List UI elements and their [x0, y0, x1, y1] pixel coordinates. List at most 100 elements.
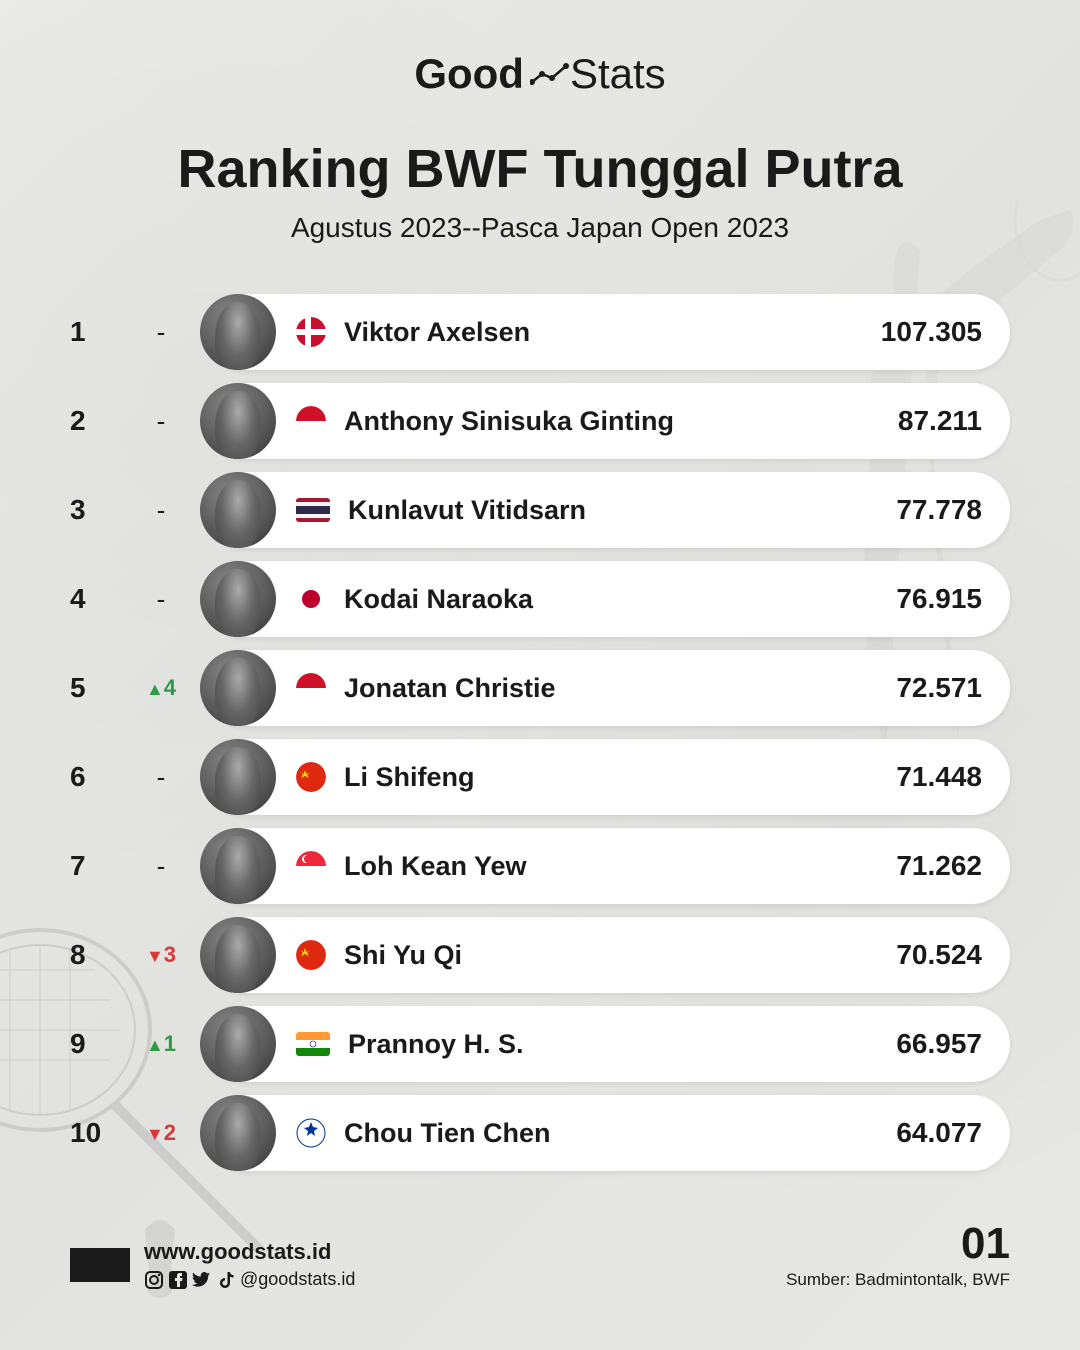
rank-number: 5 [70, 672, 114, 704]
ranking-row: 6 - Li Shifeng71.448 [70, 739, 1010, 815]
player-name: Kodai Naraoka [344, 584, 896, 615]
player-avatar [200, 294, 276, 370]
change-none-icon: - [157, 495, 166, 526]
rank-number: 6 [70, 761, 114, 793]
player-points: 76.915 [896, 583, 982, 615]
change-none-icon: - [157, 584, 166, 615]
rank-change: - [126, 406, 196, 437]
page-title: Ranking BWF Tunggal Putra [70, 138, 1010, 200]
player-points: 107.305 [881, 316, 982, 348]
player-points: 64.077 [896, 1117, 982, 1149]
player-name: Kunlavut Vitidsarn [348, 495, 896, 526]
rank-change: - [126, 317, 196, 348]
country-flag-icon [296, 673, 326, 703]
player-avatar [200, 1095, 276, 1171]
player-pill: Prannoy H. S.66.957 [208, 1006, 1010, 1082]
country-flag-icon [296, 762, 326, 792]
change-none-icon: - [157, 851, 166, 882]
rank-number: 2 [70, 405, 114, 437]
player-avatar [200, 650, 276, 726]
player-avatar [200, 383, 276, 459]
player-pill: Jonatan Christie72.571 [208, 650, 1010, 726]
player-avatar [200, 739, 276, 815]
rank-number: 7 [70, 850, 114, 882]
rank-change: ▲4 [126, 675, 196, 701]
player-name: Anthony Sinisuka Ginting [344, 406, 898, 437]
player-points: 70.524 [896, 939, 982, 971]
rank-number: 10 [70, 1117, 114, 1149]
country-flag-icon [296, 851, 326, 881]
player-points: 87.211 [898, 405, 982, 437]
logo-bold-text: Good [414, 50, 524, 98]
player-name: Jonatan Christie [344, 673, 896, 704]
player-name: Viktor Axelsen [344, 317, 881, 348]
rank-number: 3 [70, 494, 114, 526]
rank-change: - [126, 762, 196, 793]
country-flag-icon [296, 498, 330, 522]
footer-brand-block [70, 1248, 130, 1282]
rank-change: ▼3 [126, 942, 196, 968]
logo-normal-text: Stats [570, 50, 666, 98]
player-points: 72.571 [896, 672, 982, 704]
footer: www.goodstats.id @goodstats.id 01 Sumber… [70, 1222, 1010, 1290]
player-name: Chou Tien Chen [344, 1118, 896, 1149]
player-avatar [200, 561, 276, 637]
rank-change: ▲1 [126, 1031, 196, 1057]
rank-change: - [126, 495, 196, 526]
country-flag-icon [296, 1032, 330, 1056]
change-none-icon: - [157, 406, 166, 437]
rank-number: 1 [70, 316, 114, 348]
country-flag-icon [296, 406, 326, 436]
player-name: Prannoy H. S. [348, 1029, 896, 1060]
rank-change: ▼2 [126, 1120, 196, 1146]
player-avatar [200, 828, 276, 904]
footer-social: @goodstats.id [144, 1269, 355, 1290]
logo-chart-icon [530, 62, 570, 86]
player-avatar [200, 917, 276, 993]
player-points: 77.778 [896, 494, 982, 526]
player-points: 71.448 [896, 761, 982, 793]
source-text: Sumber: Badmintontalk, BWF [786, 1270, 1010, 1290]
ranking-row: 2 - Anthony Sinisuka Ginting87.211 [70, 383, 1010, 459]
player-avatar [200, 1006, 276, 1082]
ranking-row: 8▼3Shi Yu Qi70.524 [70, 917, 1010, 993]
change-none-icon: - [157, 317, 166, 348]
country-flag-icon [296, 317, 326, 347]
tiktok-icon [216, 1270, 236, 1290]
rank-change: - [126, 851, 196, 882]
rank-number: 4 [70, 583, 114, 615]
player-name: Shi Yu Qi [344, 940, 896, 971]
player-avatar [200, 472, 276, 548]
player-pill: Loh Kean Yew71.262 [208, 828, 1010, 904]
player-pill: Anthony Sinisuka Ginting87.211 [208, 383, 1010, 459]
country-flag-icon [296, 940, 326, 970]
country-flag-icon [296, 584, 326, 614]
rank-number: 9 [70, 1028, 114, 1060]
footer-url: www.goodstats.id [144, 1239, 355, 1265]
footer-handle: @goodstats.id [240, 1269, 355, 1290]
player-pill: Chou Tien Chen64.077 [208, 1095, 1010, 1171]
player-name: Loh Kean Yew [344, 851, 896, 882]
ranking-row: 7 - Loh Kean Yew71.262 [70, 828, 1010, 904]
player-points: 66.957 [896, 1028, 982, 1060]
change-up-icon: ▲4 [146, 675, 176, 701]
change-none-icon: - [157, 762, 166, 793]
facebook-icon [168, 1270, 188, 1290]
country-flag-icon [296, 1118, 326, 1148]
ranking-row: 3 - Kunlavut Vitidsarn77.778 [70, 472, 1010, 548]
rank-change: - [126, 584, 196, 615]
ranking-row: 1 - Viktor Axelsen107.305 [70, 294, 1010, 370]
player-points: 71.262 [896, 850, 982, 882]
change-up-icon: ▲1 [146, 1031, 176, 1057]
player-pill: Shi Yu Qi70.524 [208, 917, 1010, 993]
player-pill: Li Shifeng71.448 [208, 739, 1010, 815]
page-number: 01 [786, 1222, 1010, 1266]
player-pill: Kodai Naraoka76.915 [208, 561, 1010, 637]
change-down-icon: ▼2 [146, 1120, 176, 1146]
logo: Good Stats [70, 50, 1010, 98]
ranking-row: 10 ▼2 Chou Tien Chen64.077 [70, 1095, 1010, 1171]
page-subtitle: Agustus 2023--Pasca Japan Open 2023 [70, 212, 1010, 244]
instagram-icon [144, 1270, 164, 1290]
change-down-icon: ▼3 [146, 942, 176, 968]
rankings-list: 1 - Viktor Axelsen107.305 2 - Anthony Sinisuk… [70, 294, 1010, 1182]
